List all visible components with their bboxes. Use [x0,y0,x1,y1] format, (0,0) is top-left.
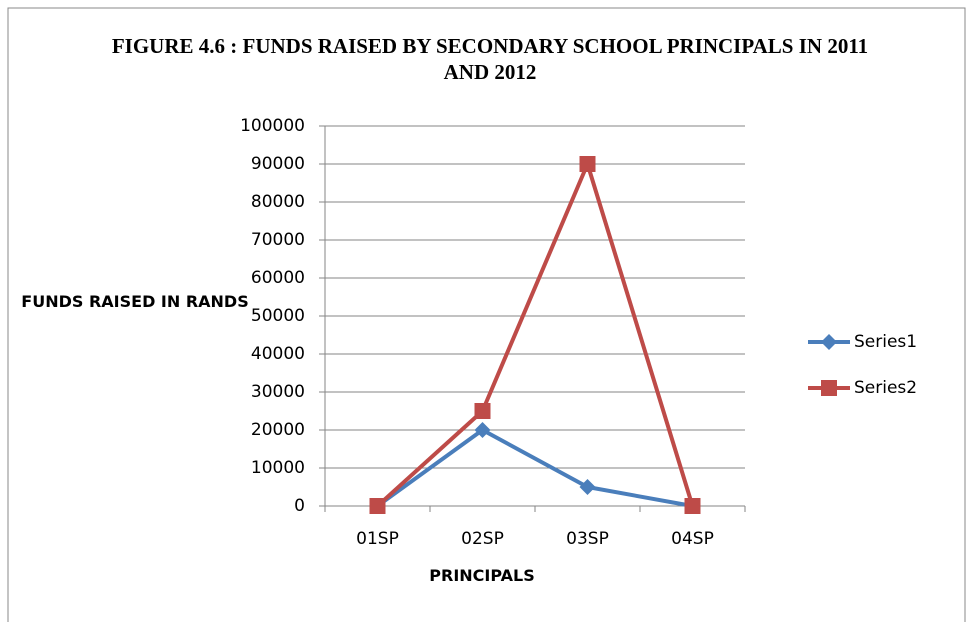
point [684,498,701,514]
legend-label: Series2 [854,378,917,398]
y-tick-label: 80000 [251,192,305,212]
x-axis-label: PRINCIPALS [429,566,535,585]
point [474,422,491,438]
y-tick-label: 20000 [251,420,305,440]
legend-marker [821,334,837,350]
point [369,498,386,514]
frame [7,7,966,622]
y-axis-label: FUNDS RAISED IN RANDS [21,292,249,311]
legend-marker [821,380,837,396]
series-line [376,428,693,508]
y-tick-label: 70000 [251,230,305,250]
y-tick-label: 100000 [240,116,305,136]
point [474,403,491,419]
series-line [376,162,695,508]
y-tick-label: 50000 [251,306,305,326]
x-tick-label: 01SP [356,529,399,549]
legend-label: Series1 [854,332,917,352]
chart-title: FIGURE 4.6 : FUNDS RAISED BY SECONDARY S… [111,34,869,84]
x-tick-label: 02SP [461,529,504,549]
point [579,156,596,172]
y-tick-label: 0 [294,496,305,516]
point [579,479,596,495]
y-tick-label: 10000 [251,458,305,478]
y-tick-label: 60000 [251,268,305,288]
y-tick-label: 30000 [251,382,305,402]
x-tick-label: 04SP [671,529,714,549]
y-tick-label: 40000 [251,344,305,364]
x-tick-label: 03SP [566,529,609,549]
y-tick-label: 90000 [251,154,305,174]
